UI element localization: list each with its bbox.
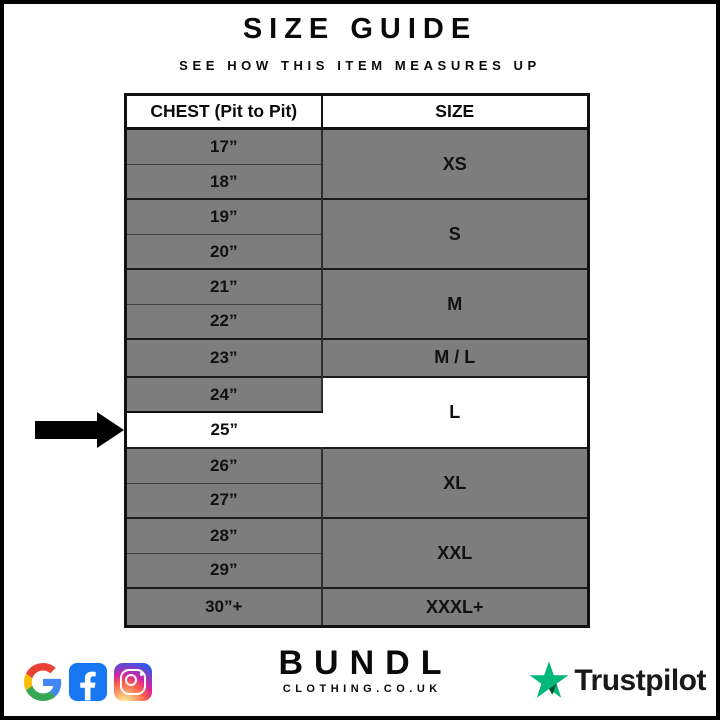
size-cell: XL [321, 447, 589, 519]
brand-logo: BUNDL CLOTHING.CO.UK [0, 646, 720, 695]
chest-cell: 22” [125, 303, 323, 340]
chest-cell: 30”+ [125, 587, 323, 627]
page-subtitle: SEE HOW THIS ITEM MEASURES UP [179, 58, 541, 73]
size-cell: M / L [321, 338, 589, 377]
chest-cell: 26” [125, 447, 323, 484]
chest-cell: 20” [125, 233, 323, 270]
size-cell-highlighted: L [321, 375, 589, 449]
trustpilot-logo: Trustpilot [529, 661, 706, 700]
chest-cell: 28” [125, 517, 323, 554]
size-guide-table: CHEST (Pit to Pit) SIZE 17” XS 18” 19” S… [124, 93, 590, 628]
table-row: 19” S [125, 198, 589, 270]
size-cell: S [321, 198, 589, 270]
size-cell: M [321, 268, 589, 340]
column-header-size: SIZE [321, 94, 589, 130]
page-title: SIZE GUIDE [242, 13, 478, 45]
chest-cell: 24” [125, 375, 323, 414]
table-row: 21” M [125, 268, 589, 340]
social-icons [24, 663, 152, 701]
instagram-icon [114, 663, 152, 701]
chest-cell: 21” [125, 268, 323, 305]
table-row: 22” [125, 303, 589, 340]
table-row: 30”+ XXXL+ [125, 587, 589, 627]
table-row: 24” L [125, 375, 589, 449]
chest-cell: 17” [125, 128, 323, 165]
facebook-icon [69, 663, 107, 701]
chest-cell: 29” [125, 552, 323, 589]
brand-domain: CLOTHING.CO.UK [282, 683, 442, 695]
table-row: 20” [125, 233, 589, 270]
trustpilot-label: Trustpilot [574, 663, 706, 697]
instagram-camera-outline [120, 669, 146, 695]
chest-cell: 27” [125, 482, 323, 519]
table-row: 27” [125, 482, 589, 519]
right-arrow-icon [35, 412, 124, 448]
table-row: 29” [125, 552, 589, 589]
size-cell: XS [321, 128, 589, 200]
size-cell: XXXL+ [321, 587, 589, 627]
chest-cell: 19” [125, 198, 323, 235]
table-row-highlighted: 25” [125, 412, 589, 449]
size-cell: XXL [321, 517, 589, 589]
instagram-flash-dot [139, 672, 143, 676]
google-icon [24, 663, 62, 701]
table-row: 17” XS [125, 128, 589, 200]
table-row: 18” [125, 163, 589, 200]
table-header-row: CHEST (Pit to Pit) SIZE [125, 94, 589, 130]
brand-name: BUNDL [278, 644, 453, 682]
table-row: 26” XL [125, 447, 589, 519]
trustpilot-star-icon [529, 661, 569, 698]
table-row: 28” XXL [125, 517, 589, 589]
column-header-chest: CHEST (Pit to Pit) [125, 94, 323, 130]
instagram-lens [124, 673, 137, 686]
table-row: 23” M / L [125, 338, 589, 377]
chest-cell: 23” [125, 338, 323, 377]
chest-cell-highlighted: 25” [125, 412, 322, 449]
chest-cell: 18” [125, 163, 323, 200]
